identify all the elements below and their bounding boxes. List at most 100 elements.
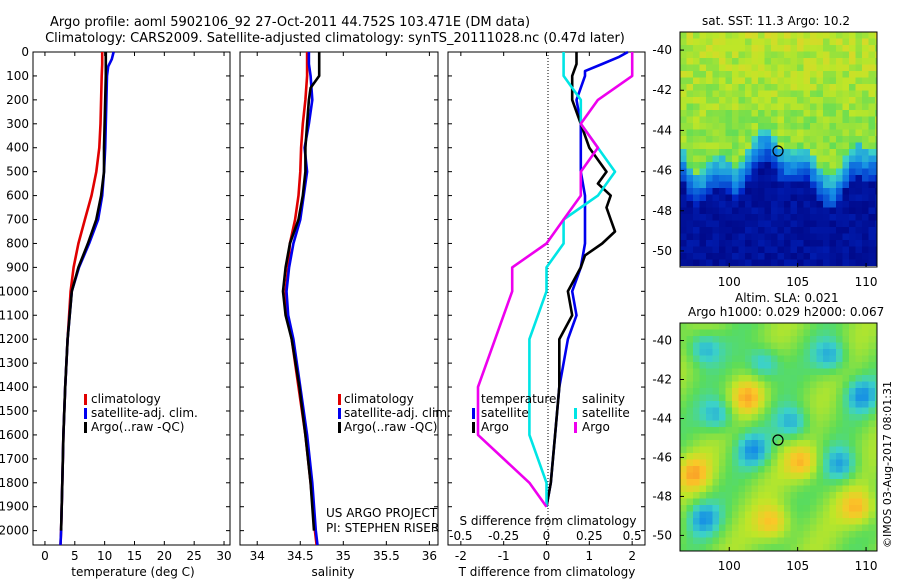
sla-cell (855, 388, 862, 395)
sla-cell (842, 485, 849, 492)
sla-cell (745, 466, 752, 473)
sst-cell (868, 155, 875, 162)
sst-cell (868, 58, 875, 65)
depth-tick-label: 200 (6, 93, 29, 107)
sla-cell (875, 498, 877, 505)
sst-cell (693, 246, 700, 253)
sst-cell (784, 253, 791, 260)
sla-cell (693, 433, 700, 440)
sla-cell (712, 329, 719, 336)
sla-cell (706, 453, 713, 460)
sst-cell (829, 259, 836, 266)
sst-cell (777, 194, 784, 201)
sst-cell (738, 188, 745, 195)
sla-cell (862, 427, 869, 434)
sla-cell (849, 375, 856, 382)
sst-cell (732, 38, 739, 45)
sla-cell (745, 362, 752, 369)
sst-cell (751, 214, 758, 221)
sst-cell (836, 58, 843, 65)
sla-cell (725, 446, 732, 453)
sst-cell (686, 201, 693, 208)
sst-cell (777, 201, 784, 208)
sla-cell (764, 362, 771, 369)
map-lon-label: 100 (718, 559, 741, 573)
sst-cell (680, 45, 687, 52)
sst-cell (706, 71, 713, 78)
sst-cell (777, 58, 784, 65)
sla-cell (842, 394, 849, 401)
sla-cell (810, 420, 817, 427)
sla-cell (738, 329, 745, 336)
sst-cell (829, 220, 836, 227)
sst-cell (790, 240, 797, 247)
sla-cell (732, 505, 739, 512)
sla-map-title-line2: Argo h1000: 0.029 h2000: 0.067 (688, 305, 884, 319)
sst-cell (797, 168, 804, 175)
sla-cell (725, 531, 732, 538)
sst-cell (777, 77, 784, 84)
sla-cell (855, 401, 862, 408)
sla-cell (810, 531, 817, 538)
sst-cell (829, 45, 836, 52)
sst-cell (680, 149, 687, 156)
sst-cell (862, 32, 869, 39)
sst-cell (797, 253, 804, 260)
sst-cell (823, 188, 830, 195)
sst-cell (725, 142, 732, 149)
sst-cell (823, 220, 830, 227)
sla-cell (842, 524, 849, 531)
sst-cell (699, 149, 706, 156)
sst-cell (758, 103, 765, 110)
sst-cell (738, 45, 745, 52)
sla-cell (732, 349, 739, 356)
sst-cell (875, 240, 877, 247)
sst-cell (868, 103, 875, 110)
sst-cell (790, 110, 797, 117)
sst-cell (855, 84, 862, 91)
legend-swatch-argo (338, 422, 341, 433)
sla-cell (868, 381, 875, 388)
sst-cell (829, 71, 836, 78)
sst-cell (693, 162, 700, 169)
sla-cell (803, 381, 810, 388)
sla-cell (764, 485, 771, 492)
sla-cell (699, 414, 706, 421)
sla-cell (816, 427, 823, 434)
sst-cell (693, 207, 700, 214)
sst-cell (738, 103, 745, 110)
sla-cell (810, 375, 817, 382)
sst-cell (784, 123, 791, 130)
sst-cell (686, 77, 693, 84)
sla-cell (790, 349, 797, 356)
sla-cell (875, 323, 877, 330)
sst-cell (712, 103, 719, 110)
sst-cell (784, 155, 791, 162)
sst-cell (790, 32, 797, 39)
sla-cell (836, 368, 843, 375)
sla-cell (797, 440, 804, 447)
sla-cell (758, 485, 765, 492)
sla-cell (784, 420, 791, 427)
sla-cell (751, 446, 758, 453)
sst-cell (790, 207, 797, 214)
sst-cell (842, 233, 849, 240)
sla-cell (810, 518, 817, 525)
sst-cell (849, 175, 856, 182)
sla-cell (784, 531, 791, 538)
sla-cell (712, 531, 719, 538)
sla-cell (875, 336, 877, 343)
sst-cell (810, 32, 817, 39)
sst-cell (732, 110, 739, 117)
sla-cell (712, 355, 719, 362)
sst-cell (764, 175, 771, 182)
sla-cell (855, 407, 862, 414)
sla-cell (790, 323, 797, 330)
sst-cell (829, 162, 836, 169)
sst-cell (764, 51, 771, 58)
sla-cell (803, 368, 810, 375)
sla-cell (823, 505, 830, 512)
sst-cell (816, 129, 823, 136)
sst-cell (732, 162, 739, 169)
sst-cell (777, 168, 784, 175)
